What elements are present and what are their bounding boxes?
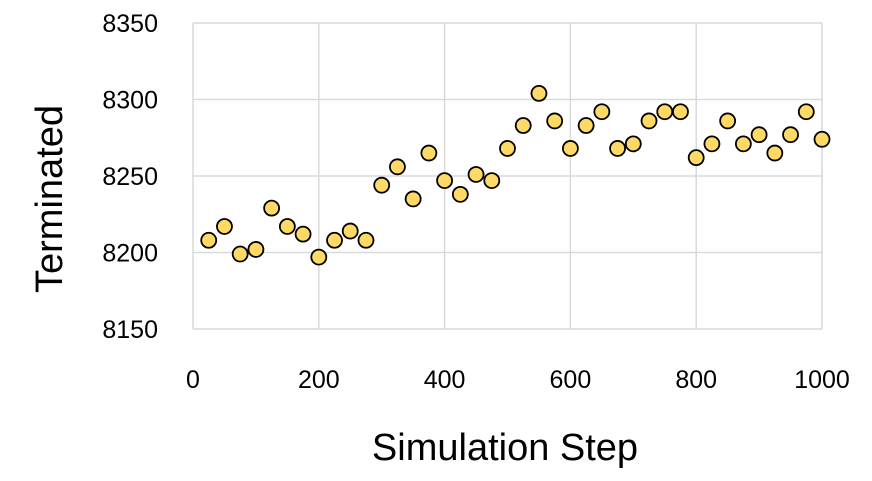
data-point xyxy=(499,140,516,157)
x-tick-label: 0 xyxy=(186,366,200,394)
data-point xyxy=(734,135,752,153)
x-tick-label: 800 xyxy=(675,366,717,394)
data-point xyxy=(451,185,469,203)
data-point xyxy=(624,135,642,153)
data-point xyxy=(389,158,406,176)
data-point xyxy=(577,117,595,134)
data-point xyxy=(640,112,658,130)
data-point xyxy=(263,199,281,217)
data-point xyxy=(483,172,501,189)
y-tick-label: 8250 xyxy=(102,163,158,191)
x-tick-labels: 0 200 400 600 800 1000 xyxy=(186,366,850,394)
data-point xyxy=(216,218,233,235)
y-tick-label: 8300 xyxy=(102,87,158,115)
data-point xyxy=(420,144,438,162)
data-point xyxy=(436,172,454,189)
grid-lines xyxy=(192,22,823,330)
y-tick-label: 8200 xyxy=(102,240,158,268)
data-point xyxy=(656,103,674,121)
x-tick-label: 600 xyxy=(550,366,592,394)
data-point xyxy=(530,84,548,102)
x-axis-label: Simulation Step xyxy=(372,427,638,469)
data-point xyxy=(687,149,705,167)
data-point xyxy=(357,231,375,249)
x-tick-label: 400 xyxy=(424,366,466,394)
data-point xyxy=(326,231,343,249)
data-point xyxy=(672,103,689,121)
y-tick-label: 8150 xyxy=(102,316,158,344)
data-point xyxy=(703,135,721,153)
data-point xyxy=(373,176,391,194)
data-point xyxy=(750,126,768,144)
data-point xyxy=(247,241,265,258)
y-axis-label: Terminated xyxy=(29,105,71,293)
data-point xyxy=(404,190,422,208)
data-point xyxy=(719,112,737,130)
data-point xyxy=(514,117,532,134)
data-point xyxy=(782,126,799,144)
data-point xyxy=(593,103,611,121)
data-point xyxy=(766,144,784,162)
x-tick-label: 1000 xyxy=(794,366,850,394)
data-point xyxy=(562,140,579,157)
data-point xyxy=(231,245,249,263)
data-point xyxy=(341,222,359,240)
y-tick-label: 8350 xyxy=(102,10,158,38)
data-point xyxy=(797,103,815,121)
data-point xyxy=(467,166,485,183)
data-point xyxy=(294,225,312,243)
data-point xyxy=(813,130,831,148)
data-point xyxy=(278,218,296,235)
data-point xyxy=(609,140,626,157)
data-point xyxy=(546,112,564,130)
y-tick-labels: 8150 8200 8250 8300 8350 xyxy=(102,10,158,344)
data-points xyxy=(200,84,831,266)
data-point xyxy=(310,248,328,266)
x-tick-label: 200 xyxy=(298,366,340,394)
data-point xyxy=(200,231,218,249)
